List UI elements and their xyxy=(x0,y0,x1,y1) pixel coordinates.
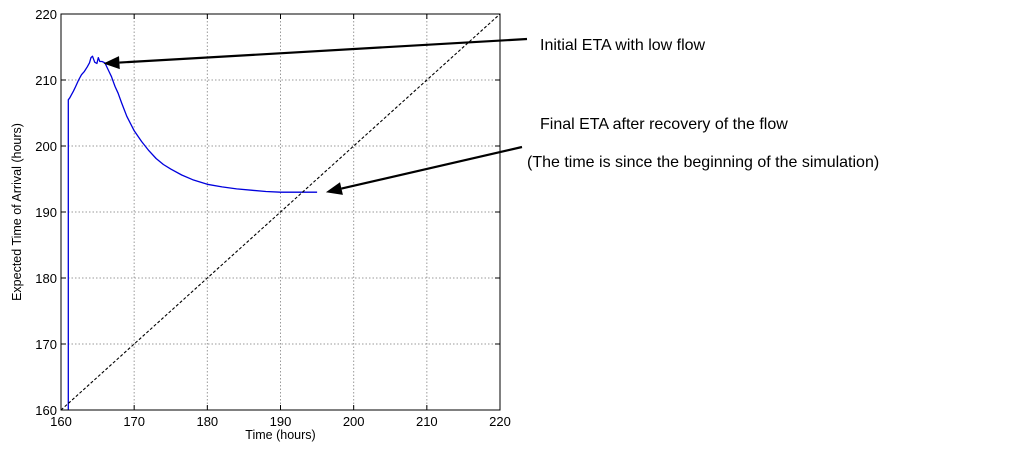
axis-ticks: 160 170 180 190 200 210 220 160 170 180 190 200 210 2… xyxy=(35,7,511,429)
annotations: Initial ETA with low flow Final ETA afte… xyxy=(103,37,879,195)
annotation-final-eta: Final ETA after recovery of the flow xyxy=(540,116,788,133)
reference-diagonal-line xyxy=(60,13,501,411)
y-tick-label: 210 xyxy=(35,73,57,88)
grid xyxy=(61,14,500,410)
y-axis-title: Expected Time of Arrival (hours) xyxy=(10,123,24,301)
eta-series-line xyxy=(67,55,318,410)
y-tick-label: 180 xyxy=(35,271,57,286)
arrowhead-final-eta xyxy=(325,182,343,195)
x-tick-label: 200 xyxy=(343,414,365,429)
x-tick-label: 170 xyxy=(123,414,145,429)
annotation-initial-eta: Initial ETA with low flow xyxy=(540,37,706,54)
x-tick-label: 210 xyxy=(416,414,438,429)
annotation-time-note: (The time is since the beginning of the … xyxy=(527,154,879,171)
y-tick-label: 170 xyxy=(35,337,57,352)
x-tick-label: 190 xyxy=(270,414,292,429)
y-tick-label: 190 xyxy=(35,205,57,220)
arrow-final-eta xyxy=(341,145,523,190)
x-axis-title: Time (hours) xyxy=(245,428,315,442)
x-tick-label: 220 xyxy=(489,414,511,429)
x-tick-label: 160 xyxy=(50,414,72,429)
y-tick-label: 160 xyxy=(35,403,57,418)
plot-lines xyxy=(60,13,501,411)
arrow-initial-eta xyxy=(119,37,528,64)
x-tick-label: 180 xyxy=(196,414,218,429)
y-tick-label: 220 xyxy=(35,7,57,22)
arrowhead-initial-eta xyxy=(103,56,120,70)
y-tick-label: 200 xyxy=(35,139,57,154)
